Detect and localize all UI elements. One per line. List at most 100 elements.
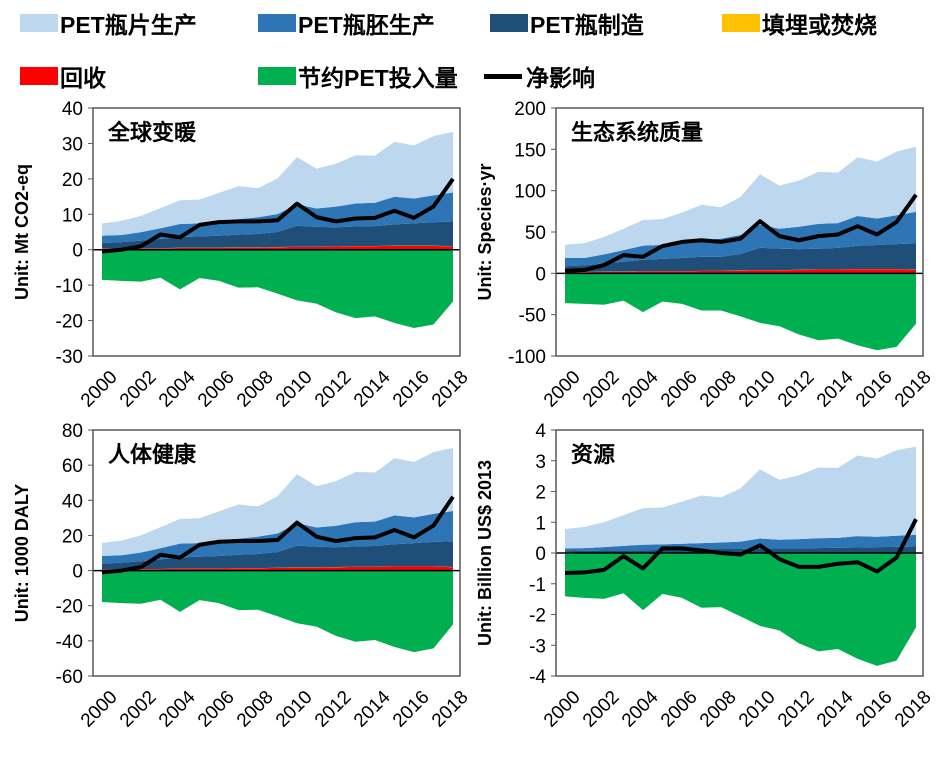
net-line (564, 193, 918, 273)
area-recycle (102, 245, 453, 250)
x-tick-label: 2006 (194, 367, 239, 412)
area-flake (102, 447, 453, 556)
y-tick-label: -3 (529, 636, 546, 657)
y-tick-label: -20 (56, 312, 83, 333)
chart-panel-3: -60-40-200204060802000200220042006200820… (12, 421, 473, 732)
area-bottle (565, 243, 916, 273)
net-line (101, 177, 455, 254)
y-tick-label: 2 (535, 483, 546, 504)
y-tick-label: -4 (529, 667, 546, 688)
x-tick-label: 2004 (618, 686, 663, 731)
y-tick-label: 200 (514, 99, 546, 120)
x-tick-label: 2004 (618, 366, 663, 411)
x-tick-label: 2004 (155, 366, 200, 411)
x-tick-label: 2016 (389, 687, 434, 732)
x-tick-label: 2000 (540, 367, 585, 412)
chart-panel-4: -4-3-2-101234200020022004200620082010201… (475, 421, 936, 732)
y-tick-label: -40 (56, 632, 83, 653)
y-axis-label: Unit: Billion US$ 2013 (475, 460, 495, 646)
legend-landfill: 填埋或焚烧 (722, 6, 877, 40)
x-tick-label: 2000 (540, 687, 585, 732)
y-axis-label: Unit: Species·yr (475, 163, 495, 300)
y-tick-label: 60 (62, 456, 83, 477)
y-tick-label: -20 (56, 597, 83, 618)
x-tick-label: 2010 (735, 367, 780, 412)
x-tick-label: 2018 (428, 687, 473, 732)
y-tick-label: 0 (72, 241, 83, 262)
legend-flake: PET瓶片生产 (20, 6, 197, 40)
x-tick-label: 2004 (155, 686, 200, 731)
y-tick-label: 100 (514, 182, 546, 203)
chart-panel-2: -100-50050100150200200020022004200620082… (475, 99, 936, 412)
area-saving (102, 249, 453, 329)
panel-title: 全球变暖 (107, 120, 197, 145)
area-saving (565, 553, 916, 666)
legend-label: 填埋或焚烧 (762, 12, 877, 38)
area-saving (565, 273, 916, 351)
y-tick-label: 150 (514, 140, 546, 161)
area-bottle (102, 541, 453, 570)
area-flake (565, 446, 916, 549)
y-tick-label: 0 (535, 544, 546, 565)
y-tick-label: -30 (56, 347, 83, 368)
legend-label: 净影响 (526, 65, 595, 91)
legend-swatch (258, 67, 296, 85)
legend-net: 净影响 (484, 59, 595, 93)
legend-label: 节约PET投入量 (298, 65, 458, 91)
legend-label: PET瓶胚生产 (298, 12, 435, 38)
panel-title: 生态系统质量 (571, 120, 703, 145)
area-recycle (102, 566, 453, 571)
x-tick-label: 2006 (657, 687, 702, 732)
x-tick-label: 2010 (272, 367, 317, 412)
legend-recycle: 回收 (20, 59, 106, 93)
legend-swatch (20, 67, 58, 85)
x-tick-label: 2014 (350, 366, 395, 411)
y-tick-label: -60 (56, 667, 83, 688)
x-tick-label: 2006 (657, 367, 702, 412)
legend-label: PET瓶片生产 (60, 12, 197, 38)
x-tick-label: 2018 (428, 367, 473, 412)
y-tick-label: -50 (519, 306, 546, 327)
y-tick-label: -10 (56, 276, 83, 297)
area-flake (565, 146, 916, 258)
x-tick-label: 2008 (696, 687, 741, 732)
area-bottle (102, 221, 453, 249)
y-tick-label: 4 (535, 421, 546, 442)
x-tick-label: 2016 (389, 367, 434, 412)
x-tick-label: 2014 (813, 686, 858, 731)
y-tick-label: -100 (508, 347, 546, 368)
legend-label: PET瓶制造 (530, 12, 644, 38)
area-landfill (102, 566, 453, 570)
x-tick-label: 2002 (116, 687, 161, 732)
x-tick-label: 2018 (891, 687, 936, 732)
y-tick-label: 40 (62, 491, 83, 512)
area-preform (565, 534, 916, 552)
legend-line (484, 73, 522, 79)
panel-title: 人体健康 (108, 442, 197, 467)
x-tick-label: 2006 (194, 687, 239, 732)
legend-bottle: PET瓶制造 (490, 6, 644, 40)
y-tick-label: 0 (72, 562, 83, 583)
x-tick-label: 2014 (350, 686, 395, 731)
panel-title: 资源 (571, 442, 615, 467)
x-tick-label: 2018 (891, 367, 936, 412)
net-line (564, 518, 918, 575)
legend-swatch (722, 14, 760, 32)
area-landfill (102, 245, 453, 249)
y-tick-label: 50 (525, 223, 546, 244)
legend-swatch (258, 14, 296, 32)
x-tick-label: 2002 (579, 367, 624, 412)
area-saving (102, 570, 453, 653)
y-tick-label: 20 (62, 170, 83, 191)
y-tick-label: 1 (535, 513, 546, 534)
legend-saving: 节约PET投入量 (258, 59, 458, 93)
x-tick-label: 2010 (735, 687, 780, 732)
y-tick-label: 40 (62, 99, 83, 120)
x-tick-label: 2012 (774, 687, 819, 732)
y-tick-label: -2 (529, 606, 546, 627)
y-tick-label: 0 (535, 264, 546, 285)
x-tick-label: 2016 (852, 687, 897, 732)
y-tick-label: 3 (535, 452, 546, 473)
y-tick-label: 30 (62, 134, 83, 155)
